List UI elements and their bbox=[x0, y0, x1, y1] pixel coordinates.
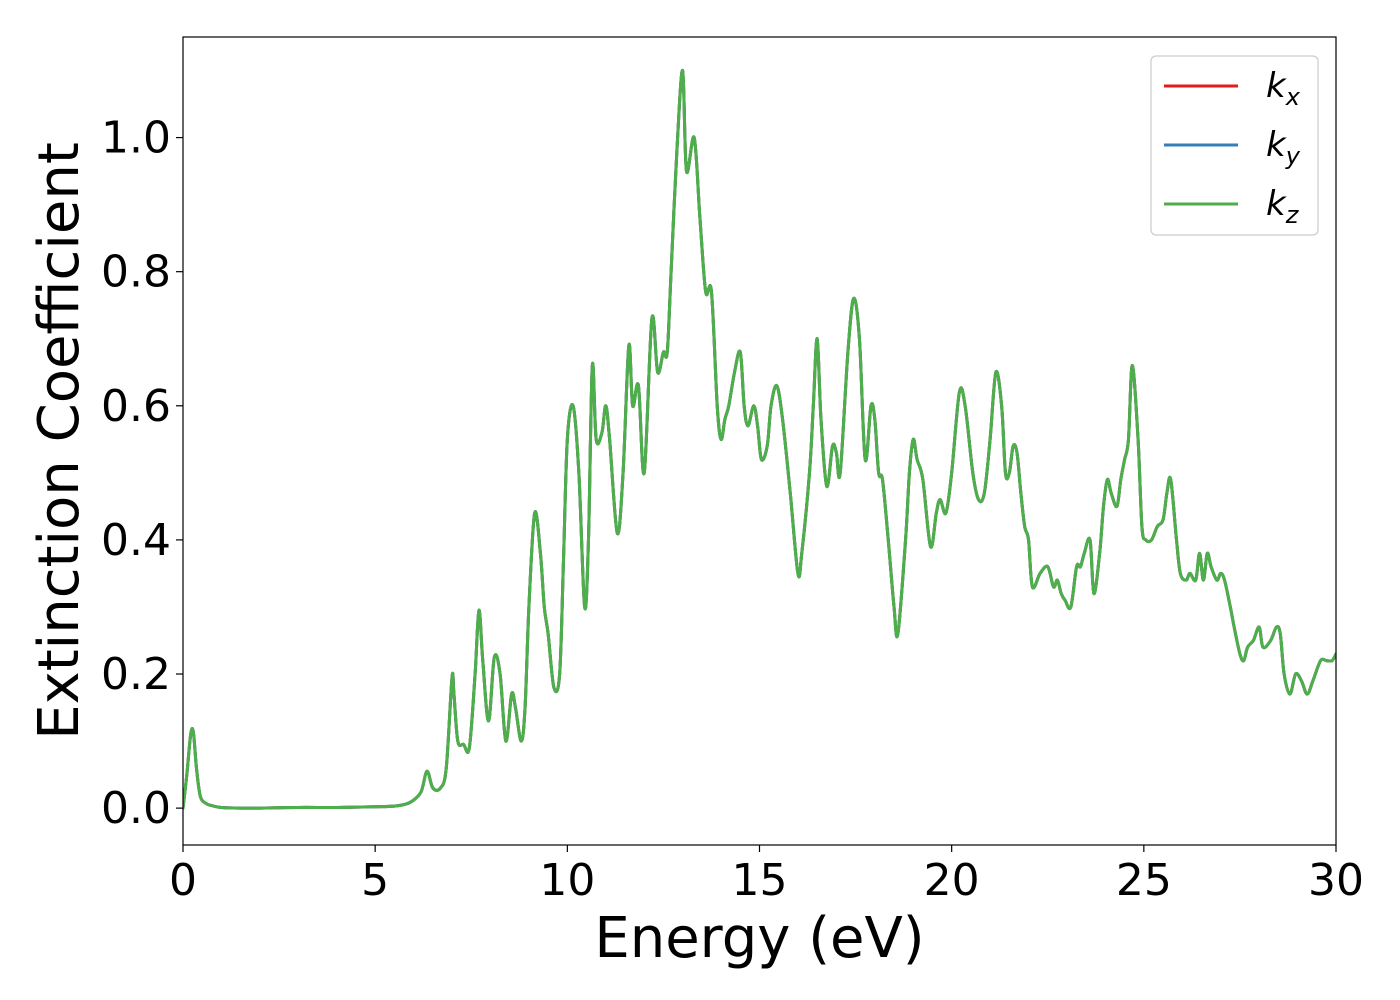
x-tick-label: 10 bbox=[539, 855, 595, 906]
y-tick-label: 0.6 bbox=[101, 381, 171, 432]
legend-label-kx: kx bbox=[1266, 66, 1301, 111]
y-axis-label: Extinction Coefficient bbox=[27, 142, 92, 740]
y-tick-label: 1.0 bbox=[101, 113, 171, 164]
x-tick-label: 5 bbox=[361, 855, 389, 906]
x-tick-label: 15 bbox=[732, 855, 788, 906]
y-tick-label: 0.0 bbox=[101, 783, 171, 834]
series-layer bbox=[183, 69, 1336, 810]
legend: kx ky kz bbox=[1150, 55, 1319, 236]
legend-label-ky: ky bbox=[1266, 125, 1301, 170]
y-tick-label: 0.2 bbox=[101, 649, 171, 700]
y-tick-label: 0.8 bbox=[101, 247, 171, 298]
x-tick-label: 20 bbox=[924, 855, 980, 906]
x-axis-ticks: 0 5 10 15 20 25 30 bbox=[169, 845, 1364, 906]
x-tick-label: 30 bbox=[1308, 855, 1364, 906]
x-tick-label: 25 bbox=[1116, 855, 1172, 906]
series-line-kz bbox=[183, 69, 1336, 810]
y-axis-ticks: 0.0 0.2 0.4 0.6 0.8 1.0 bbox=[101, 113, 183, 834]
x-axis-label: Energy (eV) bbox=[594, 906, 924, 971]
legend-label-kz: kz bbox=[1266, 184, 1300, 229]
x-tick-label: 0 bbox=[169, 855, 197, 906]
y-tick-label: 0.4 bbox=[101, 515, 171, 566]
